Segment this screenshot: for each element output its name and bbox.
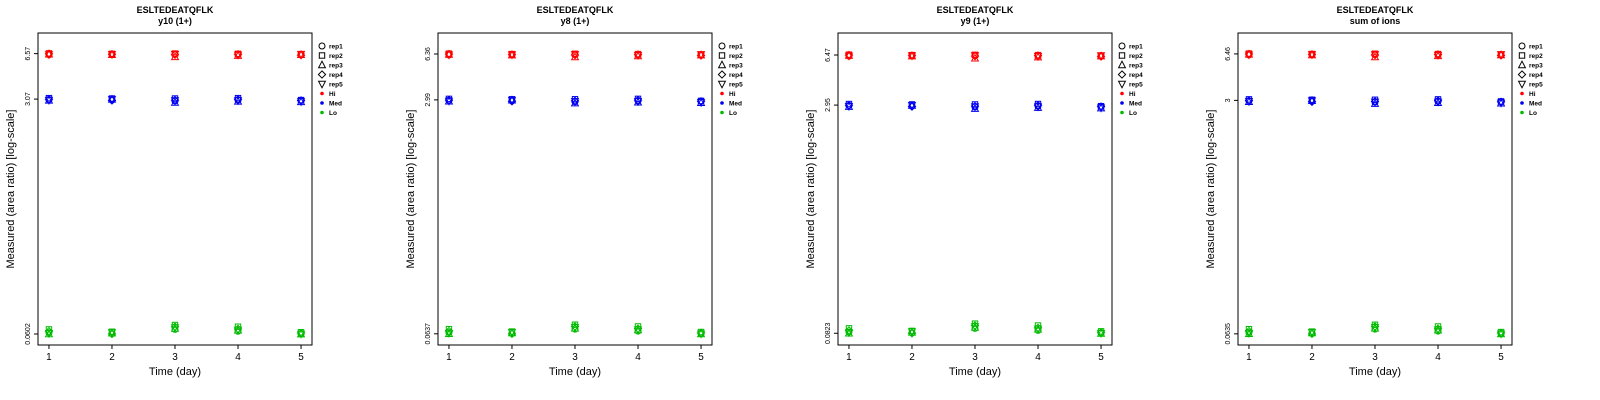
svg-text:rep4: rep4 bbox=[729, 72, 743, 79]
svg-text:3.07: 3.07 bbox=[25, 92, 32, 106]
svg-text:6.47: 6.47 bbox=[825, 48, 832, 62]
svg-text:rep4: rep4 bbox=[1129, 72, 1143, 79]
svg-text:rep5: rep5 bbox=[329, 82, 343, 89]
svg-text:rep2: rep2 bbox=[1529, 53, 1543, 60]
x-axis-label: Time (day) bbox=[548, 366, 602, 378]
svg-text:0.0823: 0.0823 bbox=[825, 322, 832, 344]
svg-text:rep3: rep3 bbox=[329, 63, 343, 70]
svg-text:rep3: rep3 bbox=[1129, 63, 1143, 70]
chart-panel-y8: ESLTEDEATQFLK y8 (1+) Measured (area rat… bbox=[400, 0, 800, 400]
plot-area: 6.36 2.99 0.0637 1 2 3 4 5 rep1 rep2 rep3 rep4 rep5 H… bbox=[425, 32, 743, 363]
svg-text:Hi: Hi bbox=[329, 91, 336, 98]
svg-text:1: 1 bbox=[446, 352, 452, 363]
svg-text:1: 1 bbox=[46, 352, 52, 363]
panel-title: ESLTEDEATQFLK bbox=[536, 5, 614, 15]
svg-text:Med: Med bbox=[329, 101, 342, 108]
svg-text:0.0637: 0.0637 bbox=[425, 323, 432, 345]
svg-text:4: 4 bbox=[1435, 352, 1441, 363]
svg-text:0.0602: 0.0602 bbox=[25, 323, 32, 345]
svg-text:5: 5 bbox=[298, 352, 304, 363]
svg-text:Hi: Hi bbox=[1129, 91, 1136, 98]
chart-panel-sum-of-ions: ESLTEDEATQFLK sum of ions Measured (area… bbox=[1200, 0, 1600, 400]
svg-text:rep3: rep3 bbox=[1529, 63, 1543, 70]
svg-text:2: 2 bbox=[909, 352, 915, 363]
svg-text:6.57: 6.57 bbox=[25, 47, 32, 61]
panel-subtitle: y9 (1+) bbox=[960, 16, 990, 26]
svg-text:rep4: rep4 bbox=[329, 72, 343, 79]
svg-text:rep1: rep1 bbox=[729, 44, 743, 51]
svg-text:6.46: 6.46 bbox=[1225, 47, 1232, 61]
svg-text:5: 5 bbox=[698, 352, 704, 363]
svg-text:3: 3 bbox=[972, 352, 978, 363]
svg-text:5: 5 bbox=[1498, 352, 1504, 363]
panel-title: ESLTEDEATQFLK bbox=[936, 5, 1014, 15]
svg-text:rep1: rep1 bbox=[1129, 44, 1143, 51]
svg-text:Med: Med bbox=[1529, 101, 1542, 108]
svg-text:Med: Med bbox=[729, 101, 742, 108]
svg-text:Lo: Lo bbox=[329, 110, 337, 117]
panel-subtitle: sum of ions bbox=[1349, 16, 1401, 26]
chart-panel-y9: ESLTEDEATQFLK y9 (1+) Measured (area rat… bbox=[800, 0, 1200, 400]
svg-text:3: 3 bbox=[1225, 98, 1232, 102]
x-axis-label: Time (day) bbox=[1348, 366, 1402, 378]
svg-text:4: 4 bbox=[1035, 352, 1041, 363]
chart-panel-y10: ESLTEDEATQFLK y10 (1+) Measured (area ra… bbox=[0, 0, 400, 400]
svg-text:3: 3 bbox=[172, 352, 178, 363]
svg-text:rep1: rep1 bbox=[1529, 44, 1543, 51]
panel-subtitle: y10 (1+) bbox=[158, 16, 192, 26]
svg-text:6.36: 6.36 bbox=[425, 47, 432, 61]
svg-text:rep5: rep5 bbox=[729, 82, 743, 89]
svg-text:rep4: rep4 bbox=[1529, 72, 1543, 79]
svg-text:4: 4 bbox=[235, 352, 241, 363]
svg-text:Hi: Hi bbox=[729, 91, 736, 98]
svg-text:0.0635: 0.0635 bbox=[1225, 323, 1232, 345]
svg-text:3: 3 bbox=[1372, 352, 1378, 363]
x-axis-label: Time (day) bbox=[148, 366, 202, 378]
svg-text:Lo: Lo bbox=[1129, 110, 1137, 117]
svg-text:2.95: 2.95 bbox=[825, 98, 832, 112]
x-axis-label: Time (day) bbox=[948, 366, 1002, 378]
svg-text:rep3: rep3 bbox=[729, 63, 743, 70]
plot-area: 6.57 3.07 0.0602 1 2 3 4 5 rep1 rep2 rep3 rep4 rep5 H… bbox=[25, 32, 343, 363]
svg-text:2.99: 2.99 bbox=[425, 93, 432, 107]
svg-text:rep2: rep2 bbox=[329, 53, 343, 60]
svg-text:Hi: Hi bbox=[1529, 91, 1536, 98]
plot-area: 6.47 2.95 0.0823 1 2 3 4 5 rep1 rep2 rep3 rep4 rep5 H… bbox=[825, 32, 1143, 363]
svg-text:4: 4 bbox=[635, 352, 641, 363]
svg-text:5: 5 bbox=[1098, 352, 1104, 363]
svg-text:rep1: rep1 bbox=[329, 44, 343, 51]
svg-text:rep5: rep5 bbox=[1529, 82, 1543, 89]
panel-title: ESLTEDEATQFLK bbox=[1336, 5, 1414, 15]
panel-subtitle: y8 (1+) bbox=[560, 16, 590, 26]
svg-text:3: 3 bbox=[572, 352, 578, 363]
svg-text:rep5: rep5 bbox=[1129, 82, 1143, 89]
svg-text:Med: Med bbox=[1129, 101, 1142, 108]
svg-text:2: 2 bbox=[1309, 352, 1315, 363]
svg-text:rep2: rep2 bbox=[729, 53, 743, 60]
svg-text:1: 1 bbox=[846, 352, 852, 363]
plot-area: 6.46 3 0.0635 1 2 3 4 5 rep1 rep2 rep3 rep4 rep5 Hi Me… bbox=[1225, 32, 1543, 363]
svg-text:Lo: Lo bbox=[1529, 110, 1537, 117]
svg-text:2: 2 bbox=[109, 352, 115, 363]
svg-text:1: 1 bbox=[1246, 352, 1252, 363]
svg-text:rep2: rep2 bbox=[1129, 53, 1143, 60]
svg-text:Lo: Lo bbox=[729, 110, 737, 117]
svg-text:2: 2 bbox=[509, 352, 515, 363]
panel-title: ESLTEDEATQFLK bbox=[136, 5, 214, 15]
